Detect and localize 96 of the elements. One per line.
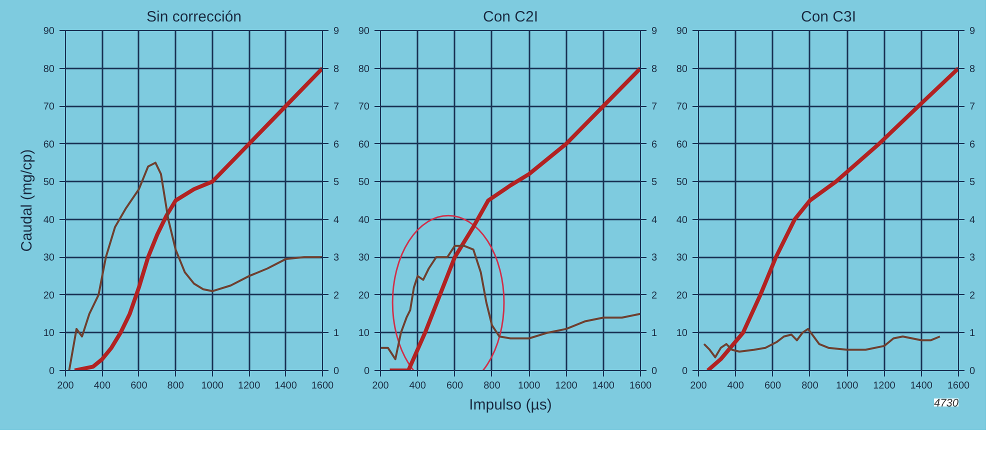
x-tick-label: 1400 (910, 380, 933, 392)
y-tick-label: 20 (676, 290, 688, 302)
y-tick-label: 30 (676, 252, 688, 264)
y2-tick-label: 9 (652, 26, 658, 37)
x-tick-label: 1200 (873, 380, 896, 392)
x-tick-label: 600 (446, 380, 464, 392)
y2-tick-label: 4 (334, 214, 340, 226)
y2-tick-label: 1 (970, 328, 976, 340)
x-tick-label: 200 (690, 380, 708, 392)
y2-tick-label: 4 (970, 214, 976, 226)
y2-tick-label: 0 (334, 366, 340, 377)
y-tick-label: 40 (43, 214, 55, 226)
y2-tick-label: 2 (334, 290, 340, 302)
line-series (703, 328, 941, 358)
x-tick-label: 400 (727, 380, 744, 392)
y-tick-label: 80 (676, 64, 688, 75)
y2-tick-label: 9 (970, 26, 976, 37)
y-tick-label: 80 (43, 64, 55, 75)
y-tick-label: 70 (358, 102, 370, 113)
y2-tick-label: 8 (970, 64, 976, 75)
x-tick-label: 200 (372, 380, 390, 392)
y-tick-label: 0 (364, 366, 370, 377)
y2-tick-label: 0 (652, 366, 658, 377)
line-series (68, 162, 322, 370)
y2-tick-label: 8 (652, 64, 658, 75)
y2-tick-label: 3 (652, 252, 658, 264)
text: 4730 (934, 398, 960, 410)
y-tick-label: 30 (358, 252, 370, 264)
y2-tick-label: 3 (334, 252, 340, 264)
x-tick-label: 400 (409, 380, 426, 392)
y-tick-label: 50 (43, 177, 55, 188)
x-tick-label: 1000 (201, 380, 224, 392)
y-tick-label: 60 (358, 139, 370, 150)
x-tick-label: 400 (94, 380, 111, 392)
x-tick-label: 200 (57, 380, 74, 392)
x-tick-label: 800 (167, 380, 184, 392)
y2-tick-label: 4 (652, 214, 658, 226)
chart-title: Con C3I (800, 8, 856, 26)
y-tick-label: 10 (358, 328, 370, 340)
x-tick-label: 600 (130, 380, 148, 392)
y-tick-label: 20 (358, 290, 370, 302)
chart-title: Sin corrección (146, 8, 242, 26)
y2-tick-label: 2 (970, 290, 976, 302)
y-tick-label: 60 (43, 139, 55, 150)
y2-tick-label: 7 (970, 102, 976, 113)
chart-title: Con C2I (482, 8, 538, 26)
y-tick-label: 40 (358, 214, 370, 226)
x-tick-label: 800 (802, 380, 819, 392)
y2-tick-label: 5 (334, 177, 340, 188)
y2-tick-label: 7 (652, 102, 658, 113)
y-tick-label: 20 (43, 290, 55, 302)
y-tick-label: 70 (676, 102, 688, 113)
y2-tick-label: 5 (652, 177, 658, 188)
y-tick-label: 60 (676, 139, 688, 150)
x-tick-label: 1200 (238, 380, 261, 392)
y-tick-label: 50 (676, 177, 688, 188)
x-tick-label: 1600 (311, 380, 334, 392)
y-tick-label: 0 (48, 366, 55, 377)
y2-tick-label: 6 (334, 139, 340, 150)
y-tick-label: 80 (358, 64, 370, 75)
y-tick-label: 10 (43, 328, 55, 340)
y-tick-label: 90 (358, 26, 370, 37)
y2-tick-label: 2 (652, 290, 658, 302)
y-tick-label: 0 (682, 366, 688, 377)
line-series (706, 66, 958, 370)
x-tick-label: 1400 (592, 380, 615, 392)
x-axis-title: Impulso (µs) (469, 396, 552, 414)
y-tick-label: 40 (676, 214, 688, 226)
y-tick-label: 90 (676, 26, 688, 37)
line-series (380, 244, 640, 360)
y2-tick-label: 5 (970, 177, 976, 188)
x-tick-label: 600 (764, 380, 782, 392)
y2-tick-label: 7 (334, 102, 340, 113)
x-tick-label: 800 (484, 380, 501, 392)
y2-tick-label: 9 (334, 26, 340, 37)
y2-tick-label: 3 (970, 252, 976, 264)
y-tick-label: 30 (43, 252, 55, 264)
y2-tick-label: 6 (970, 139, 976, 150)
x-tick-label: 1000 (836, 380, 859, 392)
y-tick-label: 10 (676, 328, 688, 340)
y2-tick-label: 0 (970, 366, 976, 377)
y-tick-label: 50 (358, 177, 370, 188)
y2-tick-label: 8 (334, 64, 340, 75)
y-axis-title: Caudal (mg/cp) (18, 149, 36, 252)
line-series (388, 66, 640, 370)
y-tick-label: 90 (43, 26, 55, 37)
x-tick-label: 1400 (274, 380, 298, 392)
x-tick-label: 1600 (947, 380, 970, 392)
y2-tick-label: 6 (652, 139, 658, 150)
y2-tick-label: 1 (652, 328, 658, 340)
x-tick-label: 1200 (555, 380, 578, 392)
y-tick-label: 70 (43, 102, 55, 113)
y2-tick-label: 1 (334, 328, 340, 340)
x-tick-label: 1600 (629, 380, 652, 392)
line-series (72, 66, 322, 370)
x-tick-label: 1000 (518, 380, 541, 392)
